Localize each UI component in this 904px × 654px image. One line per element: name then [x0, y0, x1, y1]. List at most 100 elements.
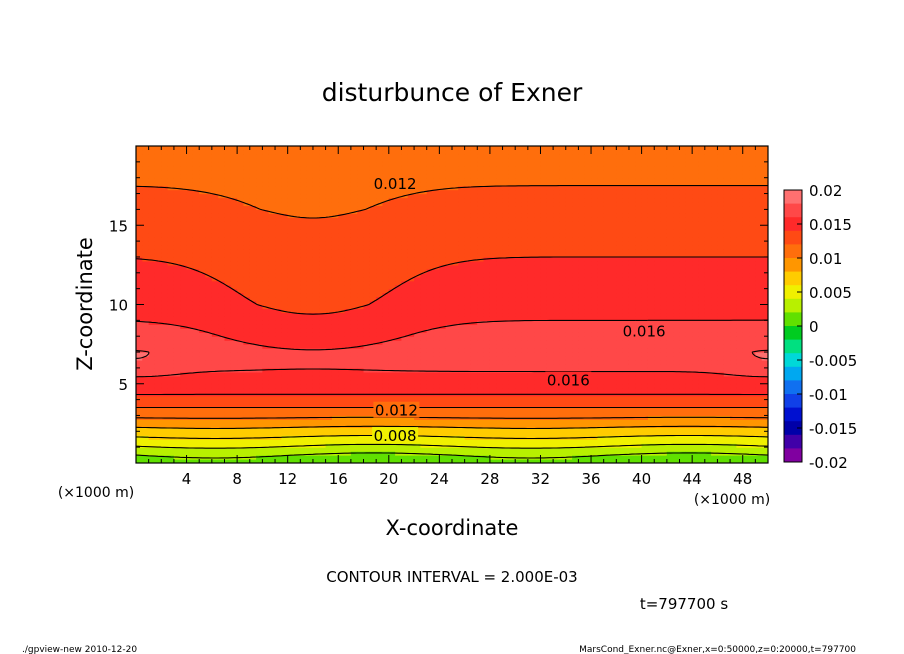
contour-cell [306, 431, 314, 436]
contour-cell [230, 260, 238, 266]
contour-cell [357, 177, 365, 183]
contour-cell [502, 276, 510, 282]
contour-cell [344, 367, 352, 373]
contour-cell [527, 363, 535, 369]
contour-cell [306, 332, 314, 337]
contour-cell [249, 264, 257, 270]
contour-cell [294, 332, 301, 337]
contour-cell [249, 169, 257, 175]
contour-cell [249, 209, 257, 214]
contour-cell [224, 340, 232, 345]
contour-cell [287, 451, 295, 456]
contour-cell [338, 332, 346, 337]
contour-cell [211, 252, 219, 258]
contour-cell [445, 221, 453, 226]
contour-cell [312, 284, 320, 290]
contour-cell [401, 344, 409, 349]
contour-cell [470, 181, 478, 187]
contour-cell [142, 399, 150, 405]
contour-cell [357, 371, 365, 377]
contour-cell [142, 296, 150, 302]
contour-cell [312, 260, 320, 266]
contour-cell [426, 312, 434, 317]
contour-cell [420, 233, 428, 238]
contour-cell [388, 292, 396, 298]
contour-cell [237, 459, 245, 463]
contour-cell [521, 201, 529, 207]
contour-cell [363, 379, 371, 385]
contour-cell [142, 177, 150, 183]
contour-cell [445, 213, 453, 218]
contour-cell [458, 256, 466, 262]
contour-cell [350, 459, 358, 463]
contour-cell [502, 225, 510, 230]
contour-cell [230, 419, 238, 424]
contour-cell [515, 252, 523, 258]
contour-cell [173, 185, 181, 191]
contour-cell [420, 249, 428, 254]
contour-cell [161, 379, 169, 385]
contour-cell [376, 316, 384, 321]
contour-cell [350, 229, 358, 234]
contour-cell [357, 149, 365, 155]
contour-cell [180, 229, 188, 234]
contour-cell [439, 312, 447, 317]
contour-cell [205, 308, 213, 314]
contour-cell [167, 221, 175, 226]
contour-cell [180, 316, 188, 321]
contour-cell [287, 403, 295, 409]
contour-cell [136, 173, 143, 179]
contour-cell [395, 189, 403, 195]
contour-cell [154, 363, 162, 369]
contour-cell [477, 185, 485, 191]
contour-cell [312, 356, 320, 361]
contour-cell [433, 165, 440, 171]
contour-cell [205, 161, 213, 167]
contour-cell [300, 177, 308, 183]
contour-cell [464, 149, 472, 155]
contour-cell [154, 185, 162, 191]
contour-cell [237, 324, 245, 329]
contour-cell [489, 245, 497, 250]
contour-cell [300, 185, 308, 191]
contour-cell [458, 169, 466, 175]
contour-cell [319, 292, 327, 298]
contour-cell [300, 252, 308, 258]
contour-cell [300, 169, 308, 175]
contour-cell [205, 233, 213, 238]
contour-cell [161, 344, 169, 349]
contour-cell [515, 363, 523, 369]
contour-cell [508, 264, 516, 270]
contour-cell [199, 233, 207, 238]
contour-cell [483, 403, 491, 409]
contour-cell [319, 165, 327, 171]
contour-cell [262, 249, 270, 254]
contour-cell [515, 237, 523, 242]
contour-cell [458, 296, 466, 302]
contour-cell [186, 149, 194, 155]
contour-cell [148, 217, 156, 222]
contour-cell [521, 304, 529, 310]
contour-cell [426, 146, 434, 151]
contour-cell [312, 249, 320, 254]
contour-cell [401, 161, 409, 167]
contour-cell [262, 177, 270, 183]
contour-cell [470, 371, 478, 377]
contour-cell [237, 193, 245, 199]
contour-cell [167, 272, 175, 278]
contour-cell [401, 304, 409, 310]
contour-cell [433, 423, 440, 428]
contour-cell [180, 185, 188, 191]
contour-cell [395, 328, 403, 333]
contour-cell [237, 177, 245, 183]
contour-cell [224, 387, 232, 393]
contour-cell [515, 221, 523, 226]
contour-cell [515, 308, 523, 314]
contour-cell [458, 356, 466, 361]
contour-cell [237, 415, 245, 421]
contour-cell [489, 423, 497, 428]
contour-cell [357, 419, 365, 424]
contour-cell [407, 336, 415, 341]
contour-cell [376, 375, 384, 381]
contour-cell [433, 439, 440, 444]
